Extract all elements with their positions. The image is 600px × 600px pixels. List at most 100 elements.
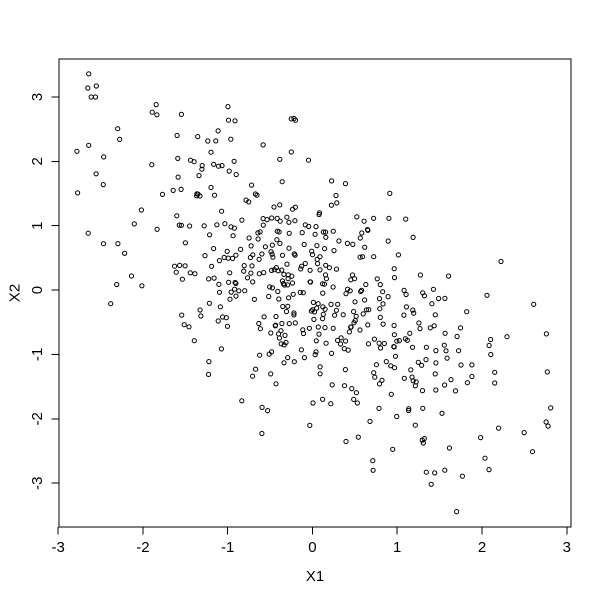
data-point (543, 331, 550, 337)
data-point (432, 371, 438, 377)
data-point (498, 258, 504, 265)
data-point (269, 251, 275, 257)
data-point (315, 324, 321, 330)
data-point (177, 262, 183, 268)
data-point (332, 312, 338, 318)
y-tick-label: 2 (29, 157, 46, 165)
data-point (174, 132, 180, 139)
data-point (377, 306, 383, 312)
data-point (459, 473, 465, 479)
data-point (207, 232, 213, 238)
data-point (442, 330, 448, 336)
data-point (226, 279, 232, 285)
data-point (291, 312, 297, 318)
data-point (387, 190, 393, 196)
data-point (213, 138, 219, 144)
data-point (313, 224, 319, 230)
data-point (343, 338, 349, 344)
data-point (371, 254, 377, 260)
data-point (458, 362, 464, 368)
data-point (357, 254, 363, 260)
data-point (93, 171, 99, 177)
data-point (388, 391, 394, 397)
data-point (256, 320, 262, 327)
data-point (211, 246, 217, 252)
data-point (170, 187, 176, 193)
data-point (187, 270, 193, 276)
data-point (92, 94, 99, 100)
data-point (436, 295, 442, 302)
data-point (289, 280, 296, 286)
data-point (246, 199, 252, 205)
data-point (446, 445, 453, 451)
data-point (377, 314, 383, 320)
data-point (228, 289, 234, 295)
plot-frame (58, 58, 572, 528)
data-point (182, 263, 188, 269)
data-point (197, 193, 203, 199)
data-point (385, 294, 391, 300)
data-point (249, 182, 255, 188)
data-point (423, 344, 429, 350)
data-point (241, 263, 247, 269)
data-point (401, 375, 407, 381)
data-point (352, 299, 358, 305)
data-point (353, 390, 359, 396)
data-point (246, 235, 252, 241)
data-point (317, 254, 323, 260)
data-point (380, 289, 386, 295)
data-point (269, 285, 275, 291)
data-point (205, 371, 212, 377)
plot-box (58, 58, 572, 528)
data-point (299, 263, 305, 269)
data-point (305, 157, 312, 163)
data-point (273, 313, 279, 320)
data-point (347, 288, 353, 294)
data-point (376, 405, 382, 411)
data-point (431, 323, 437, 329)
data-point (365, 341, 372, 347)
data-point (402, 336, 408, 342)
data-point (350, 241, 356, 247)
data-point (175, 155, 181, 161)
data-point (261, 270, 267, 276)
data-point (484, 292, 490, 298)
data-point (328, 401, 334, 407)
data-point (259, 251, 265, 257)
data-point (362, 244, 368, 250)
data-point (228, 136, 234, 142)
data-point (454, 509, 460, 515)
data-point (173, 269, 179, 275)
data-point (199, 163, 205, 169)
data-point (308, 308, 314, 314)
data-point (85, 85, 91, 91)
data-point (333, 266, 340, 272)
data-point (370, 458, 376, 464)
data-point (233, 280, 239, 286)
data-point (441, 342, 447, 348)
data-point (403, 291, 409, 298)
data-point (196, 173, 202, 179)
data-point (281, 282, 287, 288)
data-point (411, 310, 417, 316)
y-tick-label: -3 (29, 477, 46, 490)
data-point (115, 126, 121, 132)
data-point (379, 377, 385, 383)
data-point (545, 423, 551, 429)
data-point (543, 419, 549, 425)
data-point (317, 364, 323, 370)
data-point (285, 272, 291, 278)
data-point (292, 204, 298, 210)
data-point (329, 350, 335, 356)
data-point (443, 348, 449, 354)
data-point (232, 286, 238, 292)
data-point (248, 270, 254, 276)
data-point (359, 230, 365, 236)
data-point (323, 262, 329, 268)
data-point (291, 115, 297, 122)
data-point (446, 273, 452, 279)
data-point (300, 330, 307, 337)
data-point (432, 470, 438, 476)
data-point (353, 313, 359, 319)
data-point (138, 207, 144, 213)
